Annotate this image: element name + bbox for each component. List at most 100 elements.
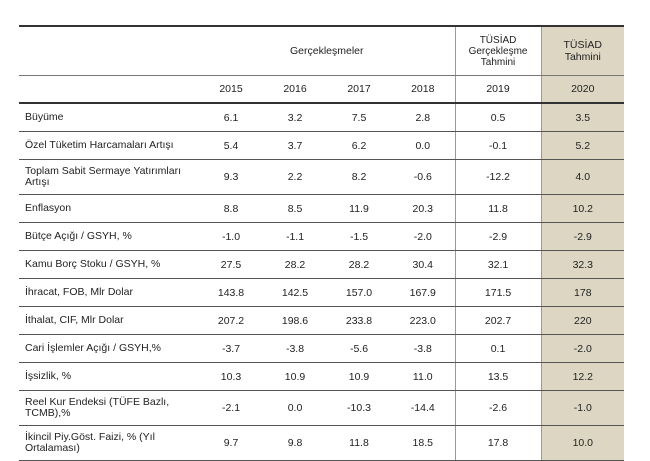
value-cell: 11.8: [327, 425, 391, 461]
row-label: Reel Kur Endeksi (TÜFE Bazlı, TCMB),%: [19, 390, 199, 426]
value-cell: 10.2: [540, 194, 625, 223]
value-cell: -2.9: [454, 222, 542, 251]
value-cell: 223.0: [391, 306, 456, 335]
value-cell: 9.8: [263, 425, 327, 461]
table-row: İthalat, CIF, Mlr Dolar 207.2 198.6 233.8 22…: [19, 306, 625, 335]
year-2019: 2019: [454, 75, 542, 104]
table-row: İkincil Piy.Göst. Faizi, % (Yıl Ortalama…: [19, 425, 625, 461]
row-label: Bütçe Açığı / GSYH, %: [19, 222, 199, 251]
table-row: Bütçe Açığı / GSYH, % -1.0 -1.1 -1.5 -2.0 -2.…: [19, 222, 625, 251]
value-cell: 5.2: [540, 131, 625, 160]
value-cell: 10.0: [540, 425, 625, 461]
value-cell: -1.1: [263, 222, 327, 251]
value-cell: 167.9: [391, 278, 456, 307]
value-cell: 32.1: [454, 250, 542, 279]
value-cell: 5.4: [199, 131, 263, 160]
value-cell: 10.9: [327, 362, 391, 391]
row-label: İhracat, FOB, Mlr Dolar: [19, 278, 199, 307]
table-row: İhracat, FOB, Mlr Dolar 143.8 142.5 157.0 16…: [19, 278, 625, 307]
value-cell: 202.7: [454, 306, 542, 335]
year-2016: 2016: [263, 75, 327, 104]
value-cell: 18.5: [391, 425, 456, 461]
value-cell: 12.2: [540, 362, 625, 391]
row-label: Cari İşlemler Açığı / GSYH,%: [19, 334, 199, 363]
row-label: İkincil Piy.Göst. Faizi, % (Yıl Ortalama…: [19, 425, 199, 461]
value-cell: 27.5: [199, 250, 263, 279]
table-row: Büyüme 6.1 3.2 7.5 2.8 0.5 3.5: [19, 103, 625, 132]
year-2020: 2020: [540, 75, 625, 104]
value-cell: 6.2: [327, 131, 391, 160]
value-cell: 233.8: [327, 306, 391, 335]
value-cell: -1.5: [327, 222, 391, 251]
value-cell: 10.3: [199, 362, 263, 391]
value-cell: -0.1: [454, 131, 542, 160]
value-cell: 142.5: [263, 278, 327, 307]
table-row: Kamu Borç Stoku / GSYH, % 27.5 28.2 28.2 30.…: [19, 250, 625, 279]
value-cell: -5.6: [327, 334, 391, 363]
header-forecast: TÜSİAD Tahmini: [540, 25, 625, 76]
value-cell: 10.9: [263, 362, 327, 391]
header-blank-cell: [19, 25, 199, 76]
value-cell: -14.4: [391, 390, 456, 426]
value-cell: 11.8: [454, 194, 542, 223]
value-cell: 2.8: [391, 103, 456, 132]
value-cell: 178: [540, 278, 625, 307]
value-cell: 4.0: [540, 159, 625, 195]
value-cell: -1.0: [540, 390, 625, 426]
value-cell: 3.7: [263, 131, 327, 160]
header-row-groups: Gerçekleşmeler TÜSİAD Gerçekleşme Tahmin…: [19, 25, 625, 76]
table-row: Enflasyon 8.8 8.5 11.9 20.3 11.8 10.2: [19, 194, 625, 223]
table-row: İşsizlik, % 10.3 10.9 10.9 11.0 13.5 12.2: [19, 362, 625, 391]
year-blank-cell: [19, 75, 199, 104]
value-cell: 3.2: [263, 103, 327, 132]
year-2015: 2015: [199, 75, 263, 104]
value-cell: 8.5: [263, 194, 327, 223]
row-label: Enflasyon: [19, 194, 199, 223]
value-cell: 9.7: [199, 425, 263, 461]
header-actuals: Gerçekleşmeler: [199, 25, 456, 76]
row-label: Toplam Sabit Sermaye Yatırımları Artışı: [19, 159, 199, 195]
table-row: Reel Kur Endeksi (TÜFE Bazlı, TCMB),% -2.…: [19, 390, 625, 426]
table-row: Özel Tüketim Harcamaları Artışı 5.4 3.7 6.2…: [19, 131, 625, 160]
value-cell: -2.1: [199, 390, 263, 426]
value-cell: 11.0: [391, 362, 456, 391]
value-cell: -3.8: [263, 334, 327, 363]
value-cell: 220: [540, 306, 625, 335]
value-cell: 9.3: [199, 159, 263, 195]
value-cell: 0.1: [454, 334, 542, 363]
row-label: İşsizlik, %: [19, 362, 199, 391]
value-cell: -2.0: [540, 334, 625, 363]
value-cell: 0.5: [454, 103, 542, 132]
value-cell: -0.6: [391, 159, 456, 195]
row-label: Kamu Borç Stoku / GSYH, %: [19, 250, 199, 279]
value-cell: 8.2: [327, 159, 391, 195]
value-cell: 198.6: [263, 306, 327, 335]
value-cell: 3.5: [540, 103, 625, 132]
row-label: İthalat, CIF, Mlr Dolar: [19, 306, 199, 335]
value-cell: 2.2: [263, 159, 327, 195]
row-label: Büyüme: [19, 103, 199, 132]
value-cell: 32.3: [540, 250, 625, 279]
header-row-years: 2015 2016 2017 2018 2019 2020: [19, 75, 625, 104]
year-2018: 2018: [391, 75, 456, 104]
value-cell: 30.4: [391, 250, 456, 279]
row-label: Özel Tüketim Harcamaları Artışı: [19, 131, 199, 160]
value-cell: -1.0: [199, 222, 263, 251]
value-cell: 20.3: [391, 194, 456, 223]
value-cell: -10.3: [327, 390, 391, 426]
header-projection: TÜSİAD Gerçekleşme Tahmini: [454, 25, 542, 76]
value-cell: 171.5: [454, 278, 542, 307]
value-cell: -2.9: [540, 222, 625, 251]
value-cell: 207.2: [199, 306, 263, 335]
table-row: Cari İşlemler Açığı / GSYH,% -3.7 -3.8 -5.6…: [19, 334, 625, 363]
year-2017: 2017: [327, 75, 391, 104]
value-cell: 28.2: [263, 250, 327, 279]
economic-indicators-table: Gerçekleşmeler TÜSİAD Gerçekleşme Tahmin…: [19, 25, 625, 461]
value-cell: 157.0: [327, 278, 391, 307]
value-cell: 6.1: [199, 103, 263, 132]
value-cell: 143.8: [199, 278, 263, 307]
value-cell: 17.8: [454, 425, 542, 461]
value-cell: 0.0: [391, 131, 456, 160]
value-cell: -2.6: [454, 390, 542, 426]
value-cell: 0.0: [263, 390, 327, 426]
